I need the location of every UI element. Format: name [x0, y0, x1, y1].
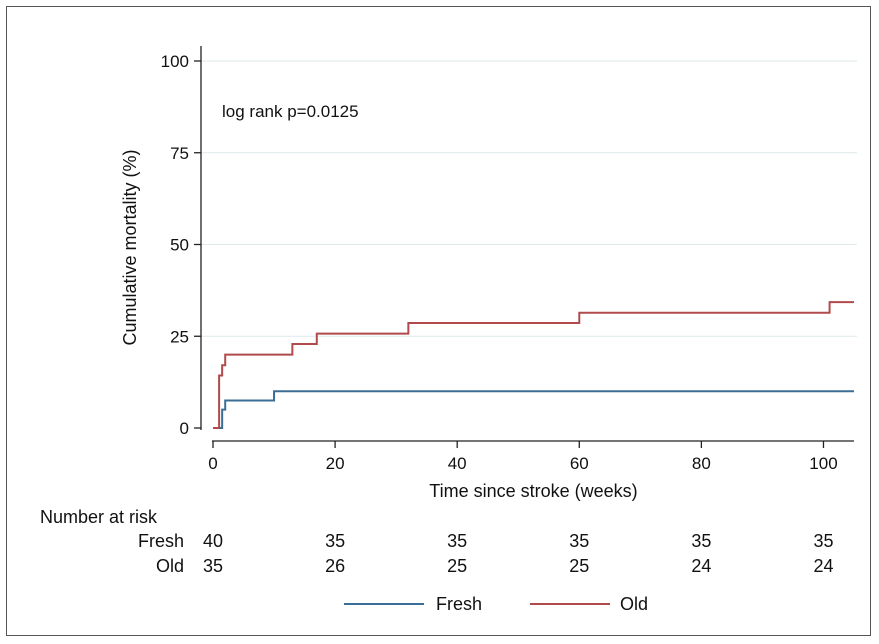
risk-value-old-20: 26	[325, 556, 345, 576]
series-fresh-line	[213, 390, 854, 429]
risk-value-old-100: 24	[813, 556, 833, 576]
x-tick-label-80: 80	[692, 454, 711, 473]
risk-value-fresh-100: 35	[813, 531, 833, 551]
y-tick-label-75: 75	[170, 144, 189, 163]
risk-value-fresh-0: 40	[203, 531, 223, 551]
risk-table-title: Number at risk	[40, 507, 158, 527]
risk-value-old-60: 25	[569, 556, 589, 576]
x-axis-title: Time since stroke (weeks)	[429, 481, 637, 501]
x-tick-label-20: 20	[326, 454, 345, 473]
y-tick-label-0: 0	[180, 419, 189, 438]
y-tick-label-25: 25	[170, 327, 189, 346]
figure-frame	[6, 6, 871, 636]
x-tick-label-60: 60	[570, 454, 589, 473]
risk-value-fresh-60: 35	[569, 531, 589, 551]
y-axis-title: Cumulative mortality (%)	[120, 149, 140, 345]
risk-value-fresh-40: 35	[447, 531, 467, 551]
risk-value-old-80: 24	[691, 556, 711, 576]
legend-label-fresh: Fresh	[436, 594, 482, 614]
x-tick-label-0: 0	[208, 454, 217, 473]
y-tick-label-100: 100	[161, 52, 189, 71]
logrank-annotation: log rank p=0.0125	[222, 102, 359, 121]
risk-row-label-old: Old	[156, 556, 184, 576]
y-tick-label-50: 50	[170, 236, 189, 255]
risk-value-old-40: 25	[447, 556, 467, 576]
risk-value-fresh-80: 35	[691, 531, 711, 551]
series-old-line	[213, 301, 854, 429]
risk-value-fresh-20: 35	[325, 531, 345, 551]
risk-value-old-0: 35	[203, 556, 223, 576]
legend-label-old: Old	[620, 594, 648, 614]
x-tick-label-40: 40	[448, 454, 467, 473]
x-tick-label-100: 100	[809, 454, 837, 473]
risk-row-label-fresh: Fresh	[138, 531, 184, 551]
